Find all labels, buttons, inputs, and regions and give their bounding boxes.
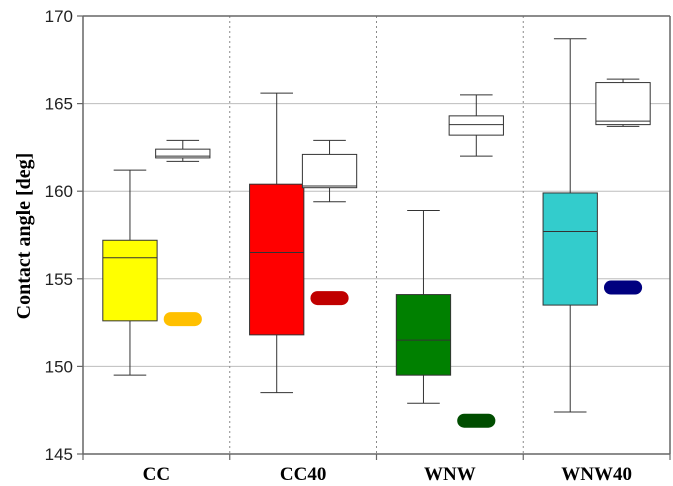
y-tick-label: 160 (45, 182, 73, 201)
y-tick-label: 170 (45, 7, 73, 26)
box-body (102, 239, 158, 322)
x-tick-label-wnw: WNW (424, 464, 476, 485)
marker-cc (163, 312, 202, 327)
axes (77, 15, 671, 460)
y-tick-label: 155 (45, 270, 73, 289)
y-tick-labels: 145 150 155 160 165 170 (45, 7, 73, 464)
y-tick-label: 145 (45, 445, 73, 464)
x-tick-label-cc: CC (143, 464, 170, 485)
box-body (301, 153, 358, 189)
marker-wnw (457, 413, 496, 428)
mean-markers (163, 280, 643, 428)
box-body (448, 115, 504, 136)
box-cc (102, 169, 158, 376)
box-body (542, 192, 598, 306)
x-tick-labels: CC CC40 WNW WNW40 (143, 464, 632, 485)
marker-cc40 (310, 291, 349, 306)
box-wnw-secondary (448, 94, 504, 157)
box-plots (102, 38, 651, 413)
y-tick-label: 165 (45, 95, 73, 114)
box-body (249, 183, 305, 336)
category-separators (229, 16, 524, 454)
box-wnw40-secondary (595, 78, 651, 127)
box-cc-secondary (155, 139, 211, 162)
box-body (155, 148, 211, 159)
box-body (395, 294, 452, 376)
y-tick-label: 150 (45, 357, 73, 376)
box-cc40-secondary (301, 139, 358, 203)
box-cc40 (249, 92, 305, 394)
x-tick-label-cc40: CC40 (280, 464, 326, 485)
marker-wnw40 (603, 280, 643, 295)
box-wnw (395, 209, 452, 404)
box-wnw40 (542, 38, 598, 413)
y-axis-title: Contact angle [deg] (13, 153, 35, 320)
box-body (595, 82, 651, 126)
x-tick-label-wnw40: WNW40 (561, 464, 632, 485)
